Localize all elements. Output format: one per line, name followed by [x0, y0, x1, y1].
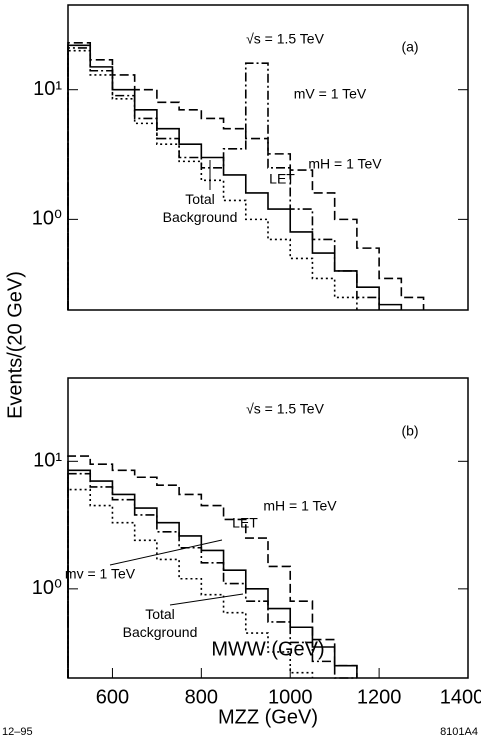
- x-tick-label: 600: [96, 686, 129, 708]
- x-tick-label: 800: [185, 686, 218, 708]
- y-axis-label: Events/(20 GeV): [4, 271, 26, 419]
- x-tick-label: 1200: [357, 686, 402, 708]
- x-tick-label: 1400: [440, 686, 481, 708]
- histogram-line: [67, 41, 425, 310]
- x-tick-label: 1000: [268, 686, 313, 708]
- footer-left: 12–95: [2, 726, 33, 738]
- series-label: mV = 1 TeV: [294, 86, 367, 102]
- series-label: mv = 1 TeV: [65, 566, 136, 582]
- histogram-line: [67, 44, 403, 310]
- series-label: Total Background: [163, 191, 238, 225]
- x-axis-label: MZZ (GeV): [218, 706, 318, 728]
- panel-label: (b): [401, 423, 418, 439]
- histogram-line: [67, 472, 357, 679]
- y-tick-label: 10¹: [33, 450, 62, 472]
- series-label: mH = 1 TeV: [263, 498, 337, 514]
- series-label: mH = 1 TeV: [308, 156, 382, 172]
- annotation: √s = 1.5 TeV: [246, 401, 325, 417]
- y-tick-label: 10¹: [33, 78, 62, 100]
- histogram-line: [67, 488, 314, 678]
- panel-label: (a): [401, 39, 418, 55]
- annotation: √s = 1.5 TeV: [246, 31, 325, 47]
- histogram-line: [67, 455, 358, 678]
- series-label: LET: [269, 171, 295, 187]
- label-arrow: [169, 593, 244, 606]
- series-label: Total Background: [123, 606, 198, 640]
- y-tick-label: 10⁰: [32, 577, 62, 599]
- footer-right: 8101A4: [440, 726, 478, 738]
- label-arrow: [109, 539, 223, 566]
- histogram-line: [67, 47, 380, 310]
- x-axis-label: MWW (GeV): [211, 638, 324, 660]
- y-tick-label: 10⁰: [32, 208, 62, 230]
